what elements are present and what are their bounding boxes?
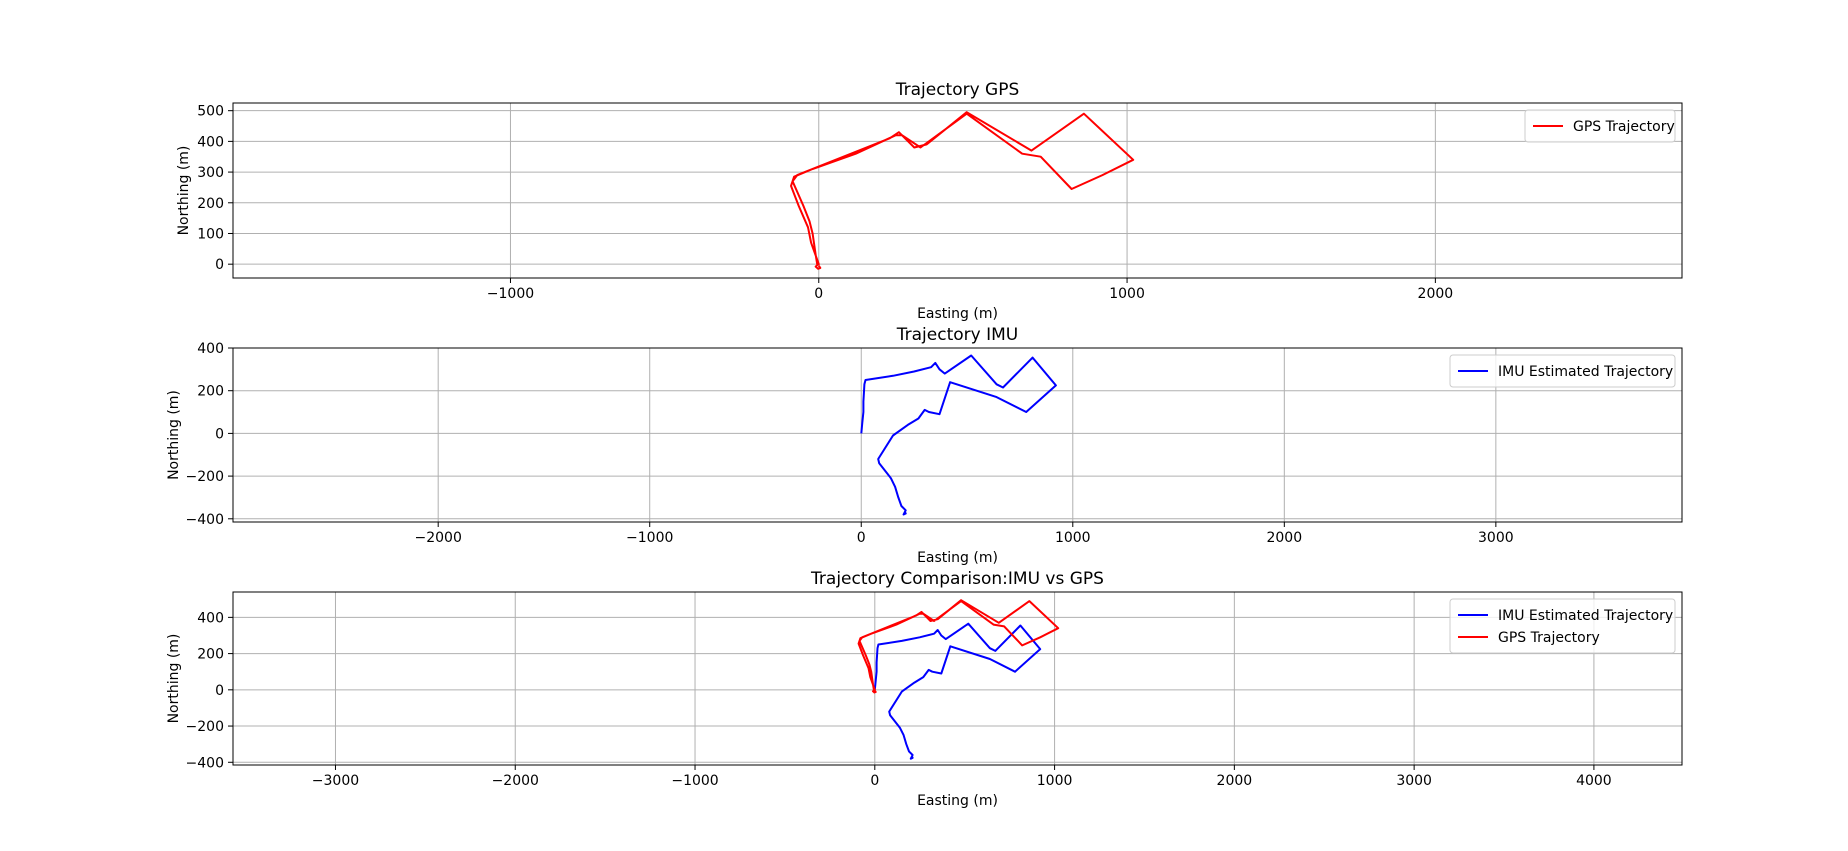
x-tick-label: 4000 (1576, 773, 1612, 789)
legend-box (1524, 109, 1676, 143)
x-tick-label: −1000 (626, 530, 673, 546)
x-tick-label: 1000 (1109, 286, 1145, 302)
chart-panel-3: −3000 −2000 −1000 0 1000 2000 3000 4000−400−200… (166, 569, 1683, 809)
y-tick-label: −400 (186, 512, 224, 528)
legend-label: IMU Estimated Trajectory (1498, 364, 1673, 380)
x-tick-label: 3000 (1396, 773, 1432, 789)
axes-frame (232, 347, 1683, 523)
y-tick-label: −200 (186, 469, 224, 485)
x-tick-label: −2000 (492, 773, 539, 789)
y-tick-label: −200 (186, 719, 224, 735)
x-axis-label: Easting (m) (917, 793, 998, 809)
x-axis-label: Easting (m) (917, 550, 998, 566)
y-tick-label: 400 (197, 134, 224, 150)
series-line-gps-trajectory (857, 599, 1060, 694)
y-tick-label: −400 (186, 755, 224, 771)
x-tick-label: −1000 (487, 286, 534, 302)
y-tick-label: 0 (215, 426, 224, 442)
series-line-gps-trajectory (790, 111, 1135, 270)
y-tick-label: 100 (197, 226, 224, 242)
x-tick-label: −3000 (312, 773, 359, 789)
chart-title: Trajectory GPS (895, 80, 1020, 100)
y-axis-label: Northing (m) (166, 390, 182, 480)
legend: IMU Estimated Trajectory GPS Trajectory (1449, 598, 1676, 654)
y-tick-label: 400 (197, 610, 224, 626)
axes-frame (232, 102, 1683, 279)
legend-box (1449, 598, 1676, 654)
x-tick-label: 1000 (1055, 530, 1091, 546)
y-tick-label: 200 (197, 196, 224, 212)
y-tick-label: 0 (215, 683, 224, 699)
y-tick-label: 300 (197, 165, 224, 181)
legend-label: GPS Trajectory (1498, 630, 1600, 646)
legend-label: GPS Trajectory (1573, 119, 1675, 135)
chart-panel-1: −1000 0 1000 2000 0 100 200 300 400 500 Trajectory… (176, 80, 1683, 322)
y-axis-label: Northing (m) (176, 146, 192, 236)
x-tick-label: 2000 (1266, 530, 1302, 546)
y-axis-label: Northing (m) (166, 634, 182, 724)
x-tick-label: 0 (857, 530, 866, 546)
x-tick-label: 2000 (1418, 286, 1454, 302)
legend-label: IMU Estimated Trajectory (1498, 608, 1673, 624)
y-tick-label: 200 (197, 647, 224, 663)
x-tick-label: 3000 (1478, 530, 1514, 546)
x-tick-label: 2000 (1217, 773, 1253, 789)
x-tick-label: −2000 (415, 530, 462, 546)
legend-box (1449, 354, 1676, 388)
y-tick-label: 0 (215, 257, 224, 273)
x-tick-label: 1000 (1037, 773, 1073, 789)
x-tick-label: −1000 (671, 773, 718, 789)
legend: IMU Estimated Trajectory (1449, 354, 1676, 388)
x-tick-label: 0 (814, 286, 823, 302)
y-tick-label: 500 (197, 104, 224, 120)
chart-title: Trajectory IMU (896, 325, 1018, 345)
y-tick-label: 400 (197, 341, 224, 357)
x-axis-label: Easting (m) (917, 306, 998, 322)
series-line-imu-estimated-trajectory (873, 622, 1042, 760)
y-tick-label: 200 (197, 384, 224, 400)
chart-title: Trajectory Comparison:IMU vs GPS (810, 569, 1104, 589)
chart-panel-2: −2000 −1000 0 1000 2000 3000−400−2000200400Tr… (166, 325, 1683, 566)
x-tick-label: 0 (870, 773, 879, 789)
series-line-imu-estimated-trajectory (860, 354, 1057, 516)
legend: GPS Trajectory (1524, 109, 1676, 143)
axes-frame (232, 591, 1683, 766)
